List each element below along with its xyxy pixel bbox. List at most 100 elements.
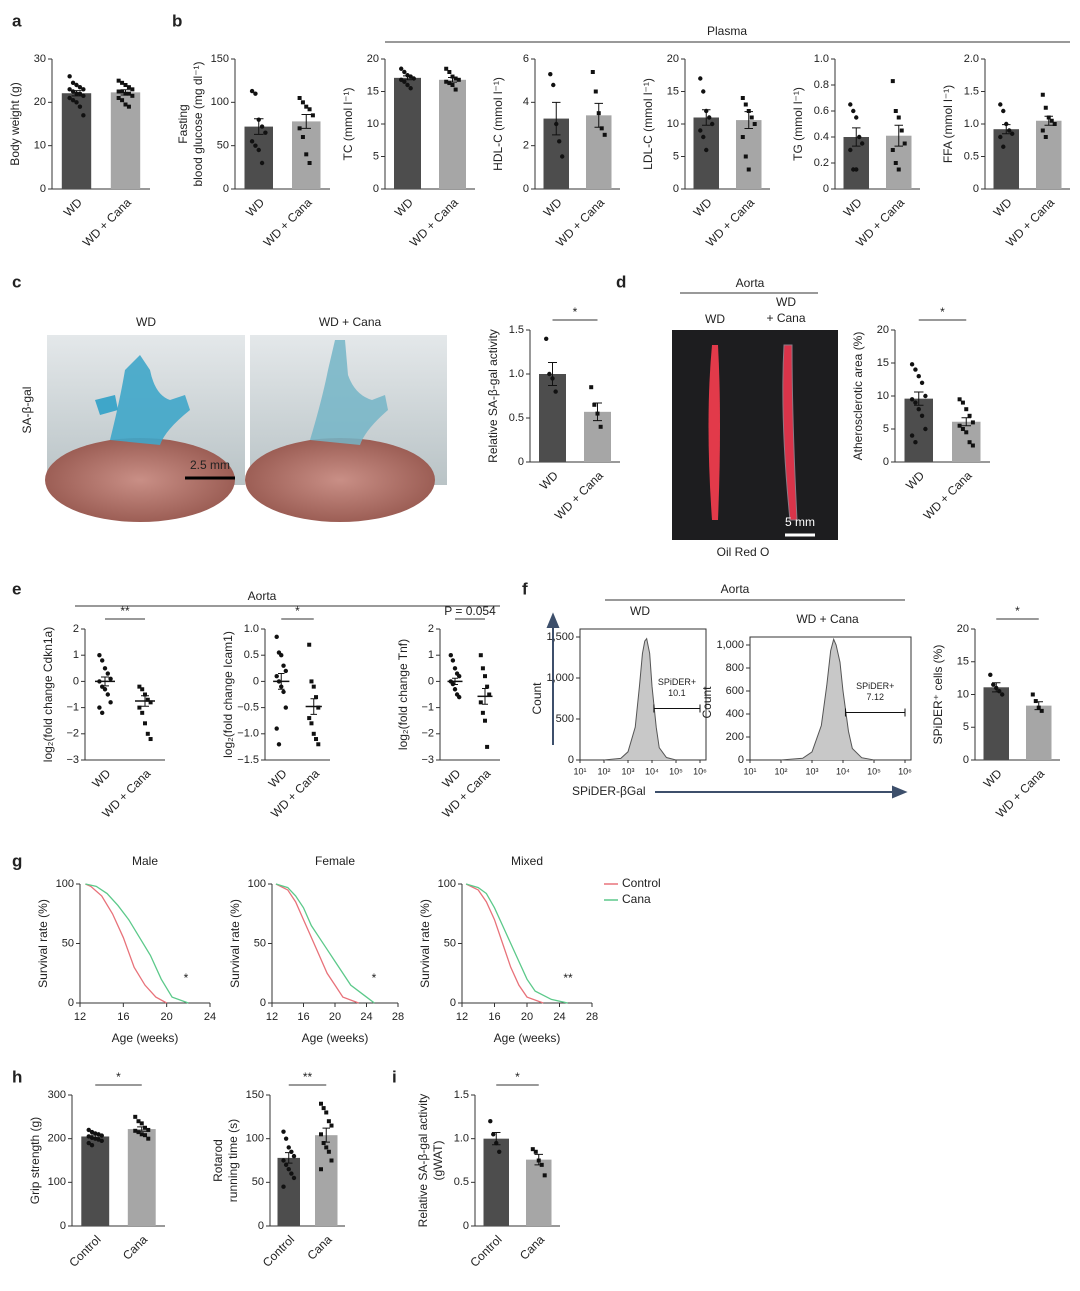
x-tick-label: 10⁴ <box>645 766 659 776</box>
data-point <box>909 433 915 438</box>
y-tick-label: 0 <box>823 183 829 195</box>
data-point <box>283 668 288 674</box>
x-tick-label: 24 <box>360 1011 372 1023</box>
data-point <box>314 695 319 700</box>
y-tick-label: 0 <box>463 1220 469 1232</box>
x-tick-label: 12 <box>74 1011 86 1023</box>
x-axis-label: Age (weeks) <box>494 1031 561 1045</box>
panel-label: h <box>12 1067 22 1086</box>
data-point <box>143 1133 148 1138</box>
data-point <box>314 737 319 742</box>
y-tick-label: 50 <box>444 937 456 949</box>
y-tick-label: 5 <box>883 423 889 435</box>
significance: ** <box>303 1070 313 1084</box>
y-tick-label: 150 <box>211 53 229 65</box>
y-axis-label: Count <box>530 682 544 715</box>
chart-title: Male <box>132 854 158 868</box>
data-point <box>848 147 853 153</box>
error-bar <box>914 391 924 406</box>
data-point <box>1001 108 1006 114</box>
data-point <box>309 679 314 684</box>
y-tick-label: 5 <box>373 150 379 162</box>
data-point <box>274 634 279 640</box>
bar <box>61 93 92 189</box>
y-tick-label: 1.5 <box>454 1089 469 1101</box>
y-axis-label: TC (mmol l⁻¹) <box>341 88 355 161</box>
data-point <box>283 1136 289 1141</box>
x-tick-label: WD <box>537 468 561 492</box>
y-tick-label: 20 <box>877 324 889 336</box>
data-point <box>485 744 490 749</box>
x-tick-label: WD <box>991 195 1015 219</box>
bar <box>394 77 421 189</box>
y-tick-label: 20 <box>957 623 969 635</box>
data-point <box>857 134 862 140</box>
histogram-curve <box>780 637 875 761</box>
y-tick-label: 2 <box>73 623 79 635</box>
data-point <box>485 684 490 689</box>
data-point <box>249 139 255 144</box>
chart-title: WD + Cana <box>796 612 859 626</box>
data-point <box>919 380 925 385</box>
y-axis-label: HDL-C (mmol l⁻¹) <box>491 77 505 171</box>
data-point <box>300 135 305 139</box>
x-tick-label: 16 <box>488 1011 500 1023</box>
data-point <box>321 1106 326 1111</box>
data-point <box>126 91 131 96</box>
y-axis-label: log₂(fold change Tnf) <box>396 639 410 750</box>
error-bar <box>137 1126 147 1132</box>
y-tick-label: 100 <box>246 1133 264 1145</box>
data-point <box>960 400 965 405</box>
survival-line <box>85 883 189 1004</box>
data-point <box>86 1127 91 1133</box>
y-axis-label: Survival rate (%) <box>36 899 50 988</box>
bar <box>439 79 466 189</box>
data-point <box>450 83 455 87</box>
data-point <box>276 679 282 684</box>
x-tick-label: 10³ <box>621 766 634 776</box>
bar <box>127 1129 156 1226</box>
data-point <box>102 687 108 692</box>
y-tick-label: 0 <box>260 997 266 1009</box>
data-point <box>488 1119 493 1124</box>
y-tick-label: 100 <box>56 878 74 890</box>
data-point <box>281 663 286 668</box>
data-point <box>701 89 706 94</box>
y-axis-label: Count <box>700 686 714 719</box>
y-tick-label: 0.5 <box>244 649 259 661</box>
panel-label: a <box>12 11 22 30</box>
y-axis-label: LDL-C (mmol l⁻¹) <box>641 78 655 170</box>
data-point <box>146 1136 151 1141</box>
y-tick-label: 0 <box>963 754 969 766</box>
data-point <box>108 700 113 705</box>
error-bar <box>403 75 412 81</box>
error-bar <box>141 695 149 707</box>
data-point <box>274 673 279 679</box>
y-tick-label: 15 <box>367 85 379 97</box>
image-label: WD + Cana <box>319 315 382 329</box>
significance: * <box>573 305 578 319</box>
y-tick-label: 0 <box>973 183 979 195</box>
image-label: WD <box>136 315 156 329</box>
data-point <box>1030 692 1035 697</box>
bar <box>539 374 566 462</box>
data-point <box>326 1119 331 1124</box>
y-tick-label: 0 <box>738 754 744 766</box>
data-point <box>67 95 72 101</box>
data-point <box>77 104 83 109</box>
significance: * <box>116 1070 121 1084</box>
data-point <box>123 102 128 107</box>
data-point <box>321 1141 326 1146</box>
data-point <box>478 700 483 705</box>
data-point <box>544 336 549 341</box>
data-point <box>304 104 309 109</box>
gate-label: SPiDER+ <box>856 681 894 691</box>
data-point <box>148 737 153 742</box>
data-point <box>447 70 452 74</box>
error-bar <box>322 1127 330 1143</box>
y-tick-label: 10 <box>877 390 889 402</box>
data-point <box>988 672 993 678</box>
data-point <box>592 402 597 407</box>
stain-label: SA-β-gal <box>20 387 34 434</box>
data-point <box>276 742 282 747</box>
